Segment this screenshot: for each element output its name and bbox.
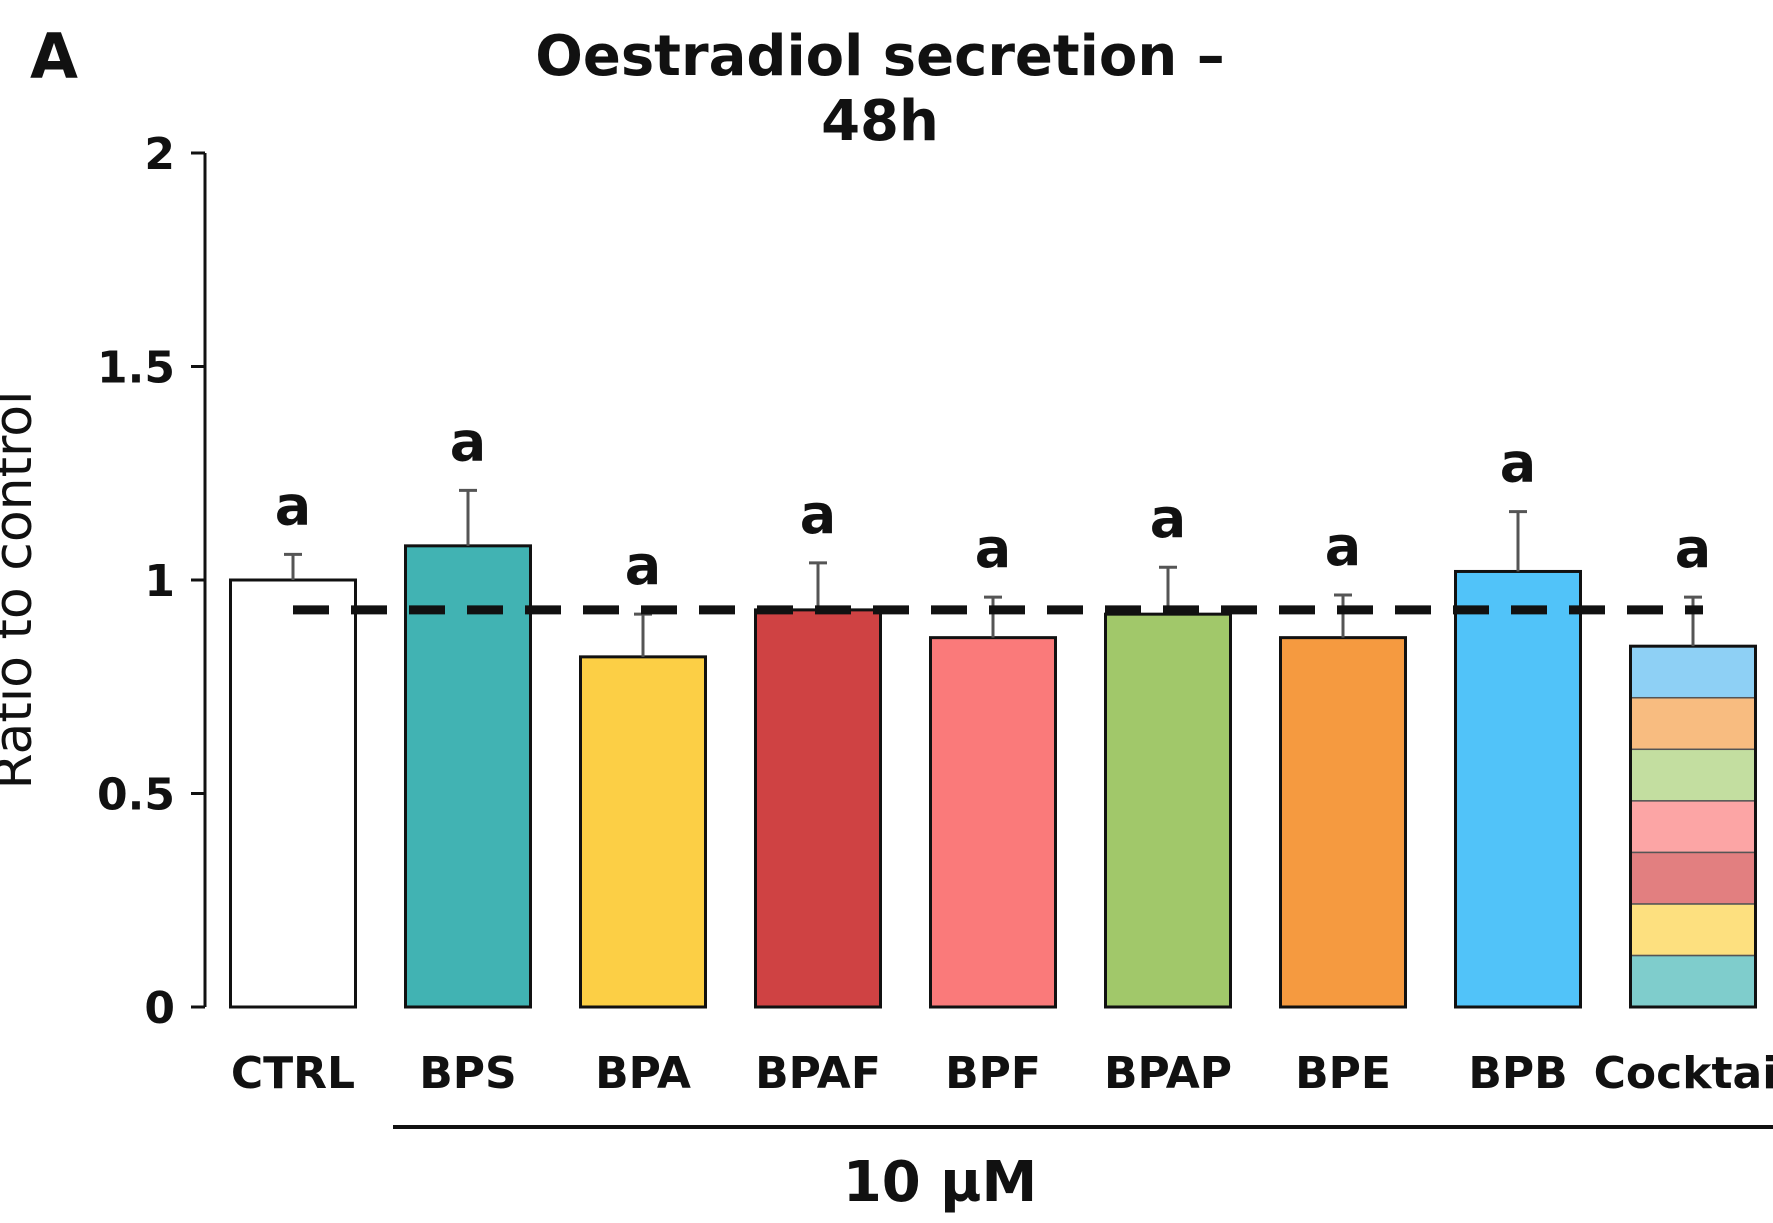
bars-group — [229, 544, 1757, 1009]
bar-bpaf — [754, 608, 882, 1009]
x-tick-label: BPF — [945, 1048, 1041, 1099]
significance-label: a — [1150, 487, 1186, 550]
labels-group: a CTRL a BPS a BPA a BPAF a BPF a BPAP a BPE a BPB a Cock… — [231, 410, 1773, 1099]
x-tick-label: BPA — [595, 1048, 691, 1099]
x-tick-label: BPE — [1295, 1048, 1391, 1099]
cocktail-bar-stripe — [1629, 645, 1757, 699]
cocktail-bar-stripe — [1629, 851, 1757, 905]
significance-label: a — [800, 483, 836, 546]
concentration-group-label: 10 µM — [842, 1150, 1038, 1215]
x-tick-label: BPAF — [755, 1048, 881, 1099]
cocktail-bar-stripe — [1629, 748, 1757, 802]
cocktail-bar-stripe — [1629, 954, 1757, 1008]
y-tick-label: 1.5 — [97, 343, 175, 394]
chart-title: Oestradiol secretion – 48h — [535, 24, 1225, 154]
significance-label: a — [275, 474, 311, 537]
y-tick-label: 2 — [144, 129, 175, 180]
bar-bpf — [929, 636, 1057, 1009]
bar-ctrl — [229, 578, 357, 1009]
significance-label: a — [625, 534, 661, 597]
x-tick-label: BPAP — [1104, 1048, 1232, 1099]
x-tick-label: BPB — [1468, 1048, 1567, 1099]
y-tick-label: 1 — [144, 556, 175, 607]
significance-label: a — [1500, 432, 1536, 495]
bar-bpap — [1104, 612, 1232, 1009]
x-tick-label: BPS — [419, 1048, 516, 1099]
significance-label: a — [450, 410, 486, 473]
y-tick-label: 0 — [144, 983, 175, 1034]
significance-label: a — [975, 517, 1011, 580]
significance-label: a — [1325, 515, 1361, 578]
bar-bpb — [1454, 569, 1582, 1009]
x-tick-label: CTRL — [231, 1048, 355, 1099]
cocktail-bar-stripe — [1629, 800, 1757, 854]
bar-bpa — [579, 655, 707, 1009]
bar-bpe — [1279, 636, 1407, 1009]
y-tick-label: 0.5 — [97, 770, 175, 821]
axes-group: 0 0.5 1 1.5 2 — [97, 129, 1773, 1129]
cocktail-bar-stripe — [1629, 903, 1757, 957]
cocktail-bar-stripe — [1629, 696, 1757, 751]
panel-letter: A — [30, 20, 78, 93]
bar-bps — [404, 544, 532, 1009]
error-bars-group — [284, 488, 1702, 657]
x-tick-label: Cocktail — [1594, 1048, 1773, 1099]
significance-label: a — [1675, 517, 1711, 580]
